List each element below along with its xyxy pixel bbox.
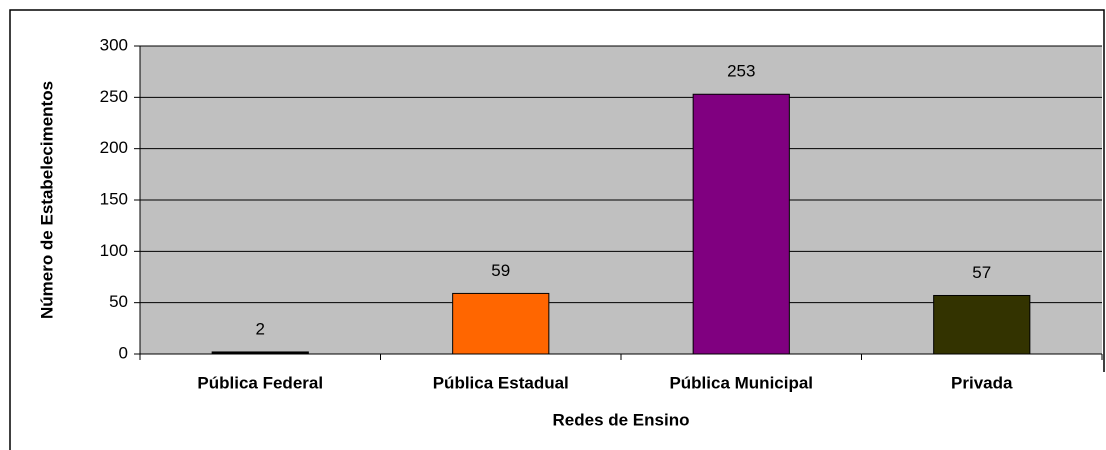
y-tick-label: 0	[119, 343, 128, 362]
y-tick-label: 200	[100, 138, 128, 157]
data-label: 59	[491, 261, 510, 280]
x-tick-label: Privada	[951, 373, 1013, 392]
y-tick-label: 150	[100, 189, 128, 208]
y-tick-label: 100	[100, 241, 128, 260]
y-tick-label: 300	[100, 35, 128, 54]
data-label: 253	[727, 62, 755, 81]
x-tick-label: Pública Estadual	[433, 373, 569, 392]
y-tick-label: 250	[100, 87, 128, 106]
bar	[933, 294, 1031, 355]
x-tick-label: Pública Municipal	[669, 373, 813, 392]
chart-frame	[9, 9, 1105, 450]
x-tick-label: Pública Federal	[197, 373, 323, 392]
bar	[692, 93, 790, 355]
data-label: 2	[256, 319, 265, 338]
bar	[452, 292, 550, 355]
x-axis-label: Redes de Ensino	[553, 410, 690, 429]
y-axis-label: Número de Estabelecimentos	[37, 81, 56, 319]
y-tick-label: 50	[109, 292, 128, 311]
data-label: 57	[972, 263, 991, 282]
